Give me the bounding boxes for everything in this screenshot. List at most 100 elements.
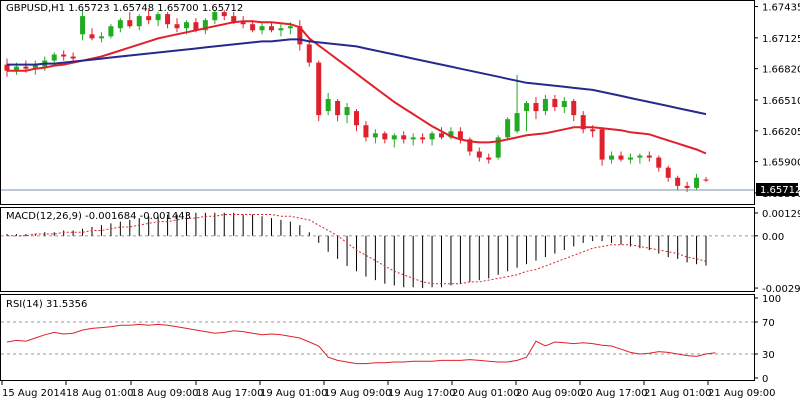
time-tick-label: 19 Aug 17:00 (388, 388, 455, 399)
candle-body (278, 28, 284, 31)
time-tick-label: 19 Aug 01:00 (260, 388, 327, 399)
candle-body (637, 155, 643, 158)
candle-body (98, 36, 104, 39)
slow-moving-average (7, 38, 707, 116)
candle-body (590, 129, 596, 132)
macd-panel-title: MACD(12,26,9) -0.001684 -0.001443 (6, 211, 191, 222)
candle-body (89, 34, 95, 39)
time-tick-label: 18 Aug 09:00 (131, 388, 198, 399)
candle-body (306, 44, 312, 63)
candle-body (250, 24, 256, 31)
candle-body (457, 131, 463, 140)
candle-body (448, 131, 454, 138)
candle-body (467, 139, 473, 152)
candle-body (363, 125, 369, 138)
rsi-panel-frame[interactable] (0, 294, 755, 381)
candle-body (4, 64, 10, 71)
candle-body (476, 151, 482, 158)
macd-signal-path (7, 214, 707, 285)
candle-body (212, 12, 218, 21)
candle-body (391, 135, 397, 140)
candle-body (599, 129, 605, 160)
macd-tick-label: 0.00 (762, 232, 784, 243)
time-tick-label: 18 Aug 17:00 (196, 388, 263, 399)
candle-body (259, 26, 265, 31)
candle-body (146, 16, 152, 21)
candle-body (136, 16, 142, 27)
candle-body (627, 157, 633, 160)
candle-body (335, 100, 341, 116)
candle-body (287, 26, 293, 29)
time-tick-label: 18 Aug 01:00 (66, 388, 133, 399)
macd-tick-label: 0.00129 (762, 209, 800, 220)
candle-body (221, 12, 227, 17)
candle-body (684, 185, 690, 188)
price-panel-title: GBPUSD,H1 1.65723 1.65748 1.65700 1.6571… (6, 3, 243, 14)
candle-body (32, 64, 38, 69)
time-tick-label: 21 Aug 01:00 (644, 388, 711, 399)
candle-body (618, 155, 624, 160)
candle-body (665, 167, 671, 178)
candle-body (552, 98, 558, 108)
candle-body (117, 20, 123, 29)
rsi-line (6, 323, 716, 365)
price-tick-label: 1.66820 (762, 65, 800, 76)
candle-body (420, 137, 426, 140)
candle-body (127, 20, 133, 27)
current-price-marker (756, 183, 798, 196)
candle-body (561, 100, 567, 108)
rsi-tick-label: 70 (762, 318, 775, 329)
macd-panel-frame[interactable] (0, 207, 755, 292)
rsi-path (6, 323, 716, 365)
candle-body (495, 137, 501, 158)
price-tick-label: 1.66205 (762, 127, 800, 138)
candle-body (13, 66, 19, 71)
time-tick-label: 20 Aug 01:00 (452, 388, 519, 399)
macd-signal-line (7, 214, 707, 285)
candle-body (694, 177, 700, 188)
candle-body (70, 56, 76, 59)
candle-body (51, 54, 57, 61)
price-panel-frame[interactable] (0, 0, 755, 205)
candle-body (174, 24, 180, 29)
rsi-tick-label: 30 (762, 350, 775, 361)
price-tick-label: 1.66510 (762, 96, 800, 107)
candle-body (656, 157, 662, 168)
candle-body (410, 137, 416, 140)
candle-body (429, 133, 435, 140)
price-tick-label: 1.67125 (762, 34, 800, 45)
rsi-axis-ticks: 100 70 30 0 (754, 294, 781, 385)
candle-body (609, 155, 615, 160)
price-moving-averages (7, 20, 707, 155)
time-tick-label: 20 Aug 09:00 (516, 388, 583, 399)
candle-body (193, 22, 199, 31)
candle-body (202, 20, 208, 31)
time-tick-label: 20 Aug 17:00 (580, 388, 647, 399)
candle-body (439, 133, 445, 138)
candle-body (580, 115, 586, 130)
candle-body (23, 66, 29, 69)
candle-body (571, 100, 577, 116)
rsi-tick-label: 0 (762, 374, 768, 385)
time-tick-label: 19 Aug 09:00 (324, 388, 391, 399)
time-tick-label: 15 Aug 2014 (2, 388, 66, 399)
candle-body (354, 111, 359, 126)
rsi-panel-title: RSI(14) 31.5356 (6, 299, 87, 310)
rsi-tick-label: 100 (762, 294, 781, 305)
time-tick-label: 21 Aug 09:00 (708, 388, 775, 399)
candle-body (165, 14, 171, 25)
candle-body (155, 14, 161, 21)
macd-axis-ticks: 0.00129 0.00 -0.002947 (754, 209, 800, 295)
price-tick-label: 1.67435 (762, 3, 800, 14)
candle-body (486, 157, 492, 160)
candle-body (505, 119, 511, 138)
candle-body (344, 107, 350, 116)
candle-body (108, 26, 114, 37)
candle-body (240, 22, 246, 25)
candle-body (675, 177, 681, 186)
candle-body (268, 26, 274, 31)
candle-body (325, 98, 331, 112)
